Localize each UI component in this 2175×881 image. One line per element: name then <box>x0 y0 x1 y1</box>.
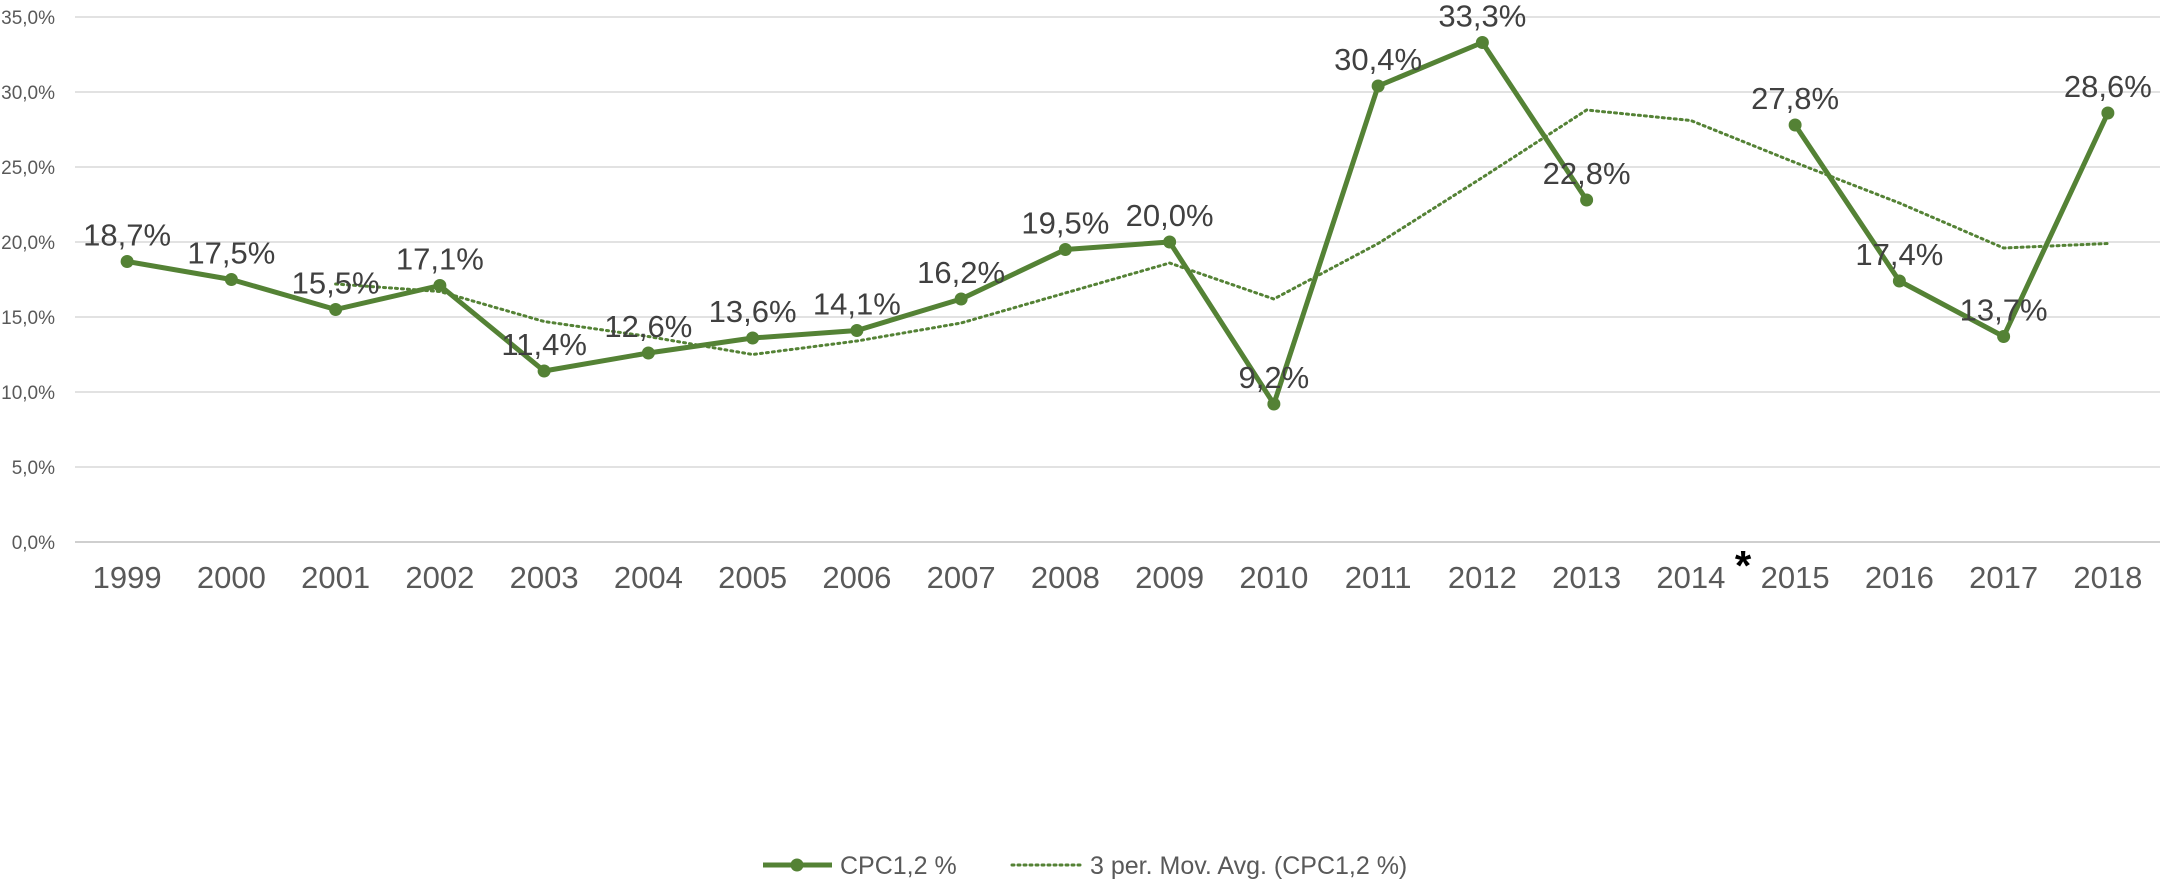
annotation-asterisk: * <box>1735 542 1752 589</box>
x-tick-label: 2003 <box>510 560 579 595</box>
y-tick-label: 10,0% <box>1 383 55 404</box>
x-tick-label: 2006 <box>822 560 891 595</box>
y-tick-label: 20,0% <box>1 233 55 254</box>
cpc-point <box>1371 79 1385 93</box>
cpc-point <box>1580 193 1594 207</box>
x-tick-label: 2015 <box>1761 560 1830 595</box>
y-tick-label: 5,0% <box>12 458 55 479</box>
data-label: 30,4% <box>1334 42 1422 77</box>
cpc-point <box>1058 243 1072 256</box>
x-tick-label: 2001 <box>301 560 370 595</box>
x-tick-label: 2016 <box>1865 560 1934 595</box>
gridlines <box>75 16 2160 543</box>
x-tick-label: 2010 <box>1239 560 1308 595</box>
x-tick-label: 2011 <box>1345 560 1412 595</box>
data-label: 19,5% <box>1021 206 1109 241</box>
x-tick-label: 2017 <box>1969 560 2038 595</box>
data-label: 15,5% <box>292 266 380 301</box>
data-label: 17,4% <box>1855 237 1943 272</box>
y-tick-label: 30,0% <box>1 83 55 104</box>
x-tick-label: 2014 <box>1656 560 1725 595</box>
cpc-point <box>1475 36 1489 49</box>
cpc-point <box>1163 235 1177 249</box>
cpc-point <box>954 292 968 306</box>
x-tick-label: 2012 <box>1448 560 1517 595</box>
data-label: 18,7% <box>83 218 171 253</box>
data-label: 28,6% <box>2064 69 2152 104</box>
x-tick-label: 2000 <box>197 560 266 595</box>
x-tick-label: 2009 <box>1135 560 1204 595</box>
y-tick-label: 0,0% <box>12 533 55 554</box>
x-axis-ticks: 1999 2000 2001 2002 2003 2004 2005 2006 2007 2008… <box>93 560 2143 595</box>
y-axis-ticks: 0,0% 5,0% 10,0% 15,0% 20,0% 25,0% 30,0% 35,0% <box>1 8 55 554</box>
y-tick-label: 25,0% <box>1 158 55 179</box>
annotations: * <box>1735 542 1752 589</box>
y-tick-label: 35,0% <box>1 8 55 29</box>
data-label: 13,7% <box>1960 293 2048 328</box>
cpc-point <box>746 331 760 345</box>
legend-moving-average-label: 3 per. Mov. Avg. (CPC1,2 %) <box>1090 852 1407 880</box>
x-tick-label: 2008 <box>1031 560 1100 595</box>
cpc-series <box>120 36 2115 411</box>
data-label: 17,1% <box>396 242 484 277</box>
cpc-point <box>641 346 655 360</box>
x-tick-label: 2007 <box>927 560 996 595</box>
x-tick-label: 2005 <box>718 560 787 595</box>
moving-average-series <box>334 108 2110 357</box>
y-tick-label: 15,0% <box>1 308 55 329</box>
cpc-point <box>433 279 447 292</box>
cpc-point <box>1892 274 1906 288</box>
cpc-point <box>224 273 238 286</box>
x-tick-label: 2018 <box>2073 560 2142 595</box>
moving-average-line <box>334 108 2110 357</box>
cpc-point <box>537 364 551 378</box>
data-label: 17,5% <box>187 236 275 271</box>
cpc-point <box>1267 397 1281 411</box>
data-label: 22,8% <box>1543 156 1631 191</box>
x-tick-label: 1999 <box>93 560 162 595</box>
legend-cpc-marker-swatch <box>790 858 804 872</box>
cpc-line <box>1793 111 2111 339</box>
data-label: 13,6% <box>709 294 797 329</box>
cpc-line <box>126 40 1589 407</box>
x-tick-label: 2004 <box>614 560 683 595</box>
cpc-point <box>1997 330 2011 343</box>
data-label: 12,6% <box>604 309 692 344</box>
data-label: 9,2% <box>1239 360 1310 395</box>
cpc-point <box>120 255 134 268</box>
cpc-point <box>2101 106 2115 120</box>
data-label: 16,2% <box>917 255 1005 290</box>
data-label: 14,1% <box>813 287 901 322</box>
cpc-point <box>329 303 343 316</box>
cpc-point <box>850 324 864 337</box>
x-tick-label: 2002 <box>405 560 474 595</box>
cpc-point <box>1788 118 1802 132</box>
data-label: 11,4% <box>501 327 587 362</box>
data-labels: 18,7% 17,5% 15,5% 17,1% 11,4% 12,6% 13,6% 14,1%… <box>83 0 2152 395</box>
legend-cpc-label: CPC1,2 % <box>840 852 957 880</box>
legend: CPC1,2 % 3 per. Mov. Avg. (CPC1,2 %) <box>763 852 1407 880</box>
x-tick-label: 2013 <box>1552 560 1621 595</box>
data-label: 27,8% <box>1751 81 1839 116</box>
data-label: 20,0% <box>1126 198 1214 233</box>
data-label: 33,3% <box>1438 0 1526 34</box>
